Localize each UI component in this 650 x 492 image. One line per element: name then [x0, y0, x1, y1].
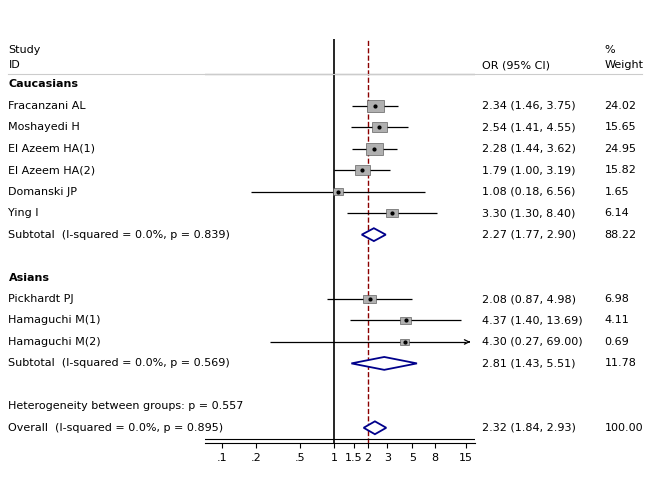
Text: 15.82: 15.82 — [604, 165, 636, 175]
Bar — [363, 295, 376, 303]
Polygon shape — [363, 421, 386, 434]
Text: Fracanzani AL: Fracanzani AL — [8, 101, 86, 111]
Bar — [367, 100, 384, 112]
Text: 3.30 (1.30, 8.40): 3.30 (1.30, 8.40) — [482, 208, 576, 218]
Text: Heterogeneity between groups: p = 0.557: Heterogeneity between groups: p = 0.557 — [8, 401, 244, 411]
Polygon shape — [352, 357, 417, 370]
Text: Subtotal  (I-squared = 0.0%, p = 0.839): Subtotal (I-squared = 0.0%, p = 0.839) — [8, 230, 230, 240]
Text: 1.79 (1.00, 3.19): 1.79 (1.00, 3.19) — [482, 165, 576, 175]
Text: OR (95% CI): OR (95% CI) — [482, 60, 551, 70]
Text: 24.95: 24.95 — [604, 144, 636, 154]
Bar — [400, 316, 411, 324]
Text: Caucasians: Caucasians — [8, 79, 79, 90]
Text: 6.98: 6.98 — [604, 294, 629, 304]
Text: 2.34 (1.46, 3.75): 2.34 (1.46, 3.75) — [482, 101, 576, 111]
Bar — [372, 122, 387, 132]
Text: 2.28 (1.44, 3.62): 2.28 (1.44, 3.62) — [482, 144, 576, 154]
Text: 2.54 (1.41, 4.55): 2.54 (1.41, 4.55) — [482, 123, 576, 132]
Text: Subtotal  (I-squared = 0.0%, p = 0.569): Subtotal (I-squared = 0.0%, p = 0.569) — [8, 358, 230, 369]
Text: 4.37 (1.40, 13.69): 4.37 (1.40, 13.69) — [482, 315, 583, 326]
Bar — [365, 143, 383, 154]
Text: Domanski JP: Domanski JP — [8, 187, 77, 197]
Text: Weight: Weight — [604, 60, 644, 70]
Text: ID: ID — [8, 60, 20, 70]
Text: El Azeem HA(1): El Azeem HA(1) — [8, 144, 96, 154]
Text: 2.08 (0.87, 4.98): 2.08 (0.87, 4.98) — [482, 294, 577, 304]
Text: 1.65: 1.65 — [604, 187, 629, 197]
Polygon shape — [362, 228, 385, 241]
Bar — [386, 209, 398, 217]
Text: 4.11: 4.11 — [604, 315, 629, 326]
Bar — [400, 339, 410, 345]
Text: Hamaguchi M(2): Hamaguchi M(2) — [8, 337, 101, 347]
Text: Moshayedi H: Moshayedi H — [8, 123, 80, 132]
Text: 15.65: 15.65 — [604, 123, 636, 132]
Text: Overall  (I-squared = 0.0%, p = 0.895): Overall (I-squared = 0.0%, p = 0.895) — [8, 423, 224, 433]
Text: Study: Study — [8, 45, 41, 55]
Text: 11.78: 11.78 — [604, 358, 636, 369]
Text: 24.02: 24.02 — [604, 101, 636, 111]
Text: 4.30 (0.27, 69.00): 4.30 (0.27, 69.00) — [482, 337, 583, 347]
Text: 6.14: 6.14 — [604, 208, 629, 218]
Text: El Azeem HA(2): El Azeem HA(2) — [8, 165, 96, 175]
Text: Ying I: Ying I — [8, 208, 39, 218]
Text: Hamaguchi M(1): Hamaguchi M(1) — [8, 315, 101, 326]
Text: 0.69: 0.69 — [604, 337, 629, 347]
Text: 2.27 (1.77, 2.90): 2.27 (1.77, 2.90) — [482, 230, 577, 240]
Text: Asians: Asians — [8, 273, 49, 282]
Bar — [355, 165, 370, 176]
Text: 2.32 (1.84, 2.93): 2.32 (1.84, 2.93) — [482, 423, 576, 433]
Text: 2.81 (1.43, 5.51): 2.81 (1.43, 5.51) — [482, 358, 576, 369]
Text: %: % — [604, 45, 615, 55]
Bar — [333, 188, 343, 195]
Text: Pickhardt PJ: Pickhardt PJ — [8, 294, 74, 304]
Text: 1.08 (0.18, 6.56): 1.08 (0.18, 6.56) — [482, 187, 576, 197]
Text: 88.22: 88.22 — [604, 230, 636, 240]
Text: 100.00: 100.00 — [604, 423, 643, 433]
